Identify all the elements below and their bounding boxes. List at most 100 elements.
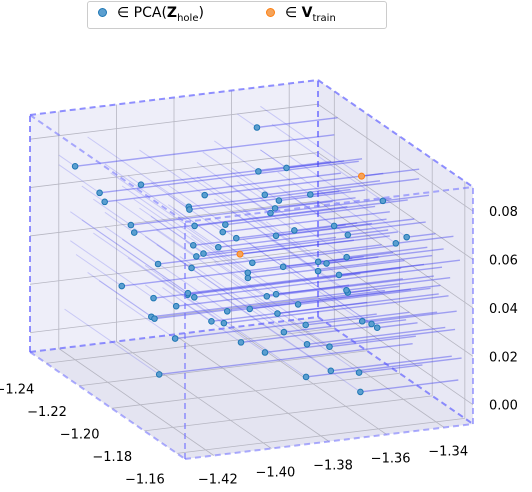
- projection-line: [231, 167, 280, 201]
- pca-point: [373, 324, 381, 332]
- pca-point: [244, 269, 252, 277]
- projection-line: [310, 188, 351, 196]
- projection-line: [75, 254, 123, 287]
- projection-line: [134, 205, 348, 234]
- projection-line: [274, 200, 333, 210]
- pca-point: [193, 253, 200, 260]
- axis-panes: [30, 80, 473, 459]
- legend-marker-pca: [98, 7, 107, 17]
- projection-line: [265, 235, 349, 293]
- projection-line: [93, 198, 132, 226]
- projection-line: [179, 168, 277, 237]
- projection-line: [121, 238, 159, 265]
- projection-line: [219, 294, 361, 393]
- pca-point: [71, 162, 79, 170]
- pca-point: [96, 189, 103, 197]
- projection-line: [150, 215, 268, 297]
- pca-point: [220, 319, 228, 327]
- projection-line: [362, 311, 438, 322]
- projection-line: [371, 319, 407, 325]
- pca-point: [330, 222, 338, 230]
- projection-line: [338, 259, 461, 276]
- pca-point: [314, 267, 322, 275]
- projection-line: [260, 149, 397, 244]
- projection-line: [334, 222, 358, 227]
- gridline-y: [231, 327, 387, 435]
- projection-line: [81, 219, 189, 294]
- projection-line: [360, 379, 459, 393]
- gridline-z: [317, 103, 474, 212]
- projection-line: [225, 182, 295, 231]
- pca-point: [171, 335, 179, 342]
- gridline-y: [288, 320, 445, 428]
- pca-point: [249, 259, 256, 267]
- pca-point: [101, 198, 108, 206]
- pca-point: [130, 229, 138, 236]
- pca-point: [280, 328, 288, 336]
- pca-point: [261, 349, 269, 356]
- box-edge: [184, 423, 474, 460]
- tick-labels: −1.24 −1.22 −1.20 −1.18 −1.16 −1.42 −1.40 −1.38…: [0, 205, 518, 487]
- projection-line: [58, 164, 100, 194]
- z-tick-label: 0.06: [489, 254, 518, 269]
- projection-line: [294, 218, 387, 232]
- z-tick-label: 0.02: [489, 350, 518, 365]
- x-tick-label: −1.22: [27, 405, 67, 420]
- pca-point: [379, 197, 387, 205]
- projection-line: [237, 181, 347, 258]
- projection-line: [222, 211, 390, 233]
- projection-line: [283, 262, 372, 325]
- projection-line: [93, 232, 225, 324]
- legend-label-train: ∈ Vtrain: [285, 5, 336, 24]
- projection-line: [144, 265, 188, 296]
- projection-line: [196, 231, 399, 258]
- projection-line: [347, 229, 389, 236]
- box-edge: [317, 79, 474, 188]
- pca-point: [323, 260, 330, 267]
- projection-line: [265, 221, 327, 264]
- projection-line: [203, 236, 337, 255]
- pca-point: [355, 369, 363, 376]
- legend-entry-train: ∈ Vtrain: [266, 5, 336, 24]
- train-point: [236, 250, 244, 258]
- projection-line: [64, 308, 160, 375]
- projection-line: [264, 328, 456, 354]
- projection-line: [260, 149, 287, 169]
- gridline-z: [29, 103, 319, 140]
- projection-line: [211, 301, 368, 323]
- projection-line: [188, 178, 420, 208]
- projection-line: [382, 194, 430, 202]
- box-edge: [29, 351, 186, 460]
- projection-line: [247, 254, 433, 279]
- projection-line: [153, 267, 402, 299]
- pca-point: [188, 264, 195, 272]
- pca-point: [302, 373, 310, 381]
- projection-line: [185, 226, 299, 305]
- projection-line: [104, 226, 228, 312]
- projection-line: [294, 198, 335, 227]
- y-tick-label: −1.38: [313, 459, 353, 474]
- gridlines: [29, 83, 474, 456]
- projection-line: [144, 236, 285, 333]
- pca-point: [261, 191, 269, 199]
- pca-point: [314, 258, 322, 266]
- gridline-z: [317, 248, 474, 357]
- projection-line: [270, 197, 392, 214]
- projection-line: [240, 325, 374, 344]
- pca-point: [186, 206, 193, 213]
- projection-line: [347, 285, 400, 294]
- projection-line: [116, 297, 176, 339]
- z-tick-label: 0.04: [489, 302, 518, 317]
- projection-line: [242, 238, 363, 322]
- projection-line: [187, 263, 425, 294]
- x-tick-label: −1.20: [60, 427, 100, 442]
- pca-point: [127, 221, 135, 229]
- pca-point: [191, 293, 198, 301]
- projection-line: [276, 278, 403, 295]
- pca-point: [255, 168, 262, 175]
- projection-line: [70, 211, 195, 298]
- projection-line: [104, 172, 341, 203]
- projection-line: [278, 189, 366, 202]
- projection-line: [277, 293, 439, 315]
